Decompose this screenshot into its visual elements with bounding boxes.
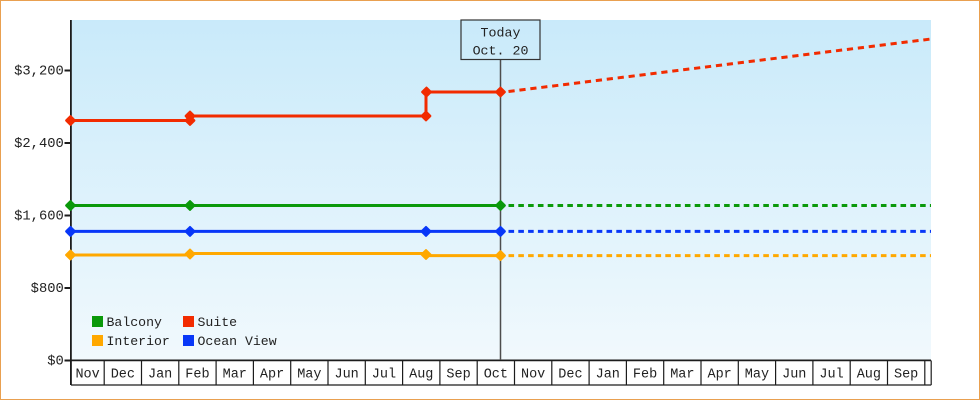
svg-text:Jul: Jul [819, 368, 843, 383]
svg-text:Oct: Oct [484, 368, 508, 383]
svg-text:$3,200: $3,200 [14, 64, 64, 80]
svg-text:Feb: Feb [185, 368, 209, 383]
svg-text:Dec: Dec [111, 368, 135, 383]
svg-text:Today: Today [481, 26, 521, 41]
svg-text:Apr: Apr [707, 368, 731, 383]
svg-text:Aug: Aug [857, 368, 881, 383]
svg-text:Jan: Jan [148, 368, 172, 383]
svg-text:Jun: Jun [334, 368, 358, 383]
svg-text:$1,600: $1,600 [14, 209, 64, 225]
svg-text:May: May [745, 368, 769, 383]
svg-text:Oct. 20: Oct. 20 [473, 44, 529, 59]
svg-text:Sep: Sep [446, 368, 470, 383]
svg-text:Suite: Suite [198, 315, 238, 330]
svg-text:Interior: Interior [107, 334, 170, 349]
svg-text:Jul: Jul [372, 368, 396, 383]
svg-text:$800: $800 [31, 281, 64, 297]
svg-text:Apr: Apr [260, 368, 284, 383]
svg-text:Balcony: Balcony [107, 315, 162, 330]
svg-text:$2,400: $2,400 [14, 136, 64, 152]
svg-text:Aug: Aug [409, 368, 433, 383]
svg-text:Nov: Nov [521, 368, 545, 383]
svg-text:May: May [297, 368, 321, 383]
svg-text:Dec: Dec [558, 368, 582, 383]
svg-text:Mar: Mar [223, 368, 247, 383]
svg-text:Sep: Sep [894, 368, 918, 383]
svg-text:Nov: Nov [75, 368, 99, 383]
svg-text:Mar: Mar [670, 368, 694, 383]
svg-text:Ocean View: Ocean View [198, 334, 277, 349]
svg-text:Jan: Jan [596, 368, 620, 383]
svg-text:$0: $0 [47, 354, 64, 370]
svg-text:Feb: Feb [633, 368, 657, 383]
svg-text:Jun: Jun [782, 368, 806, 383]
